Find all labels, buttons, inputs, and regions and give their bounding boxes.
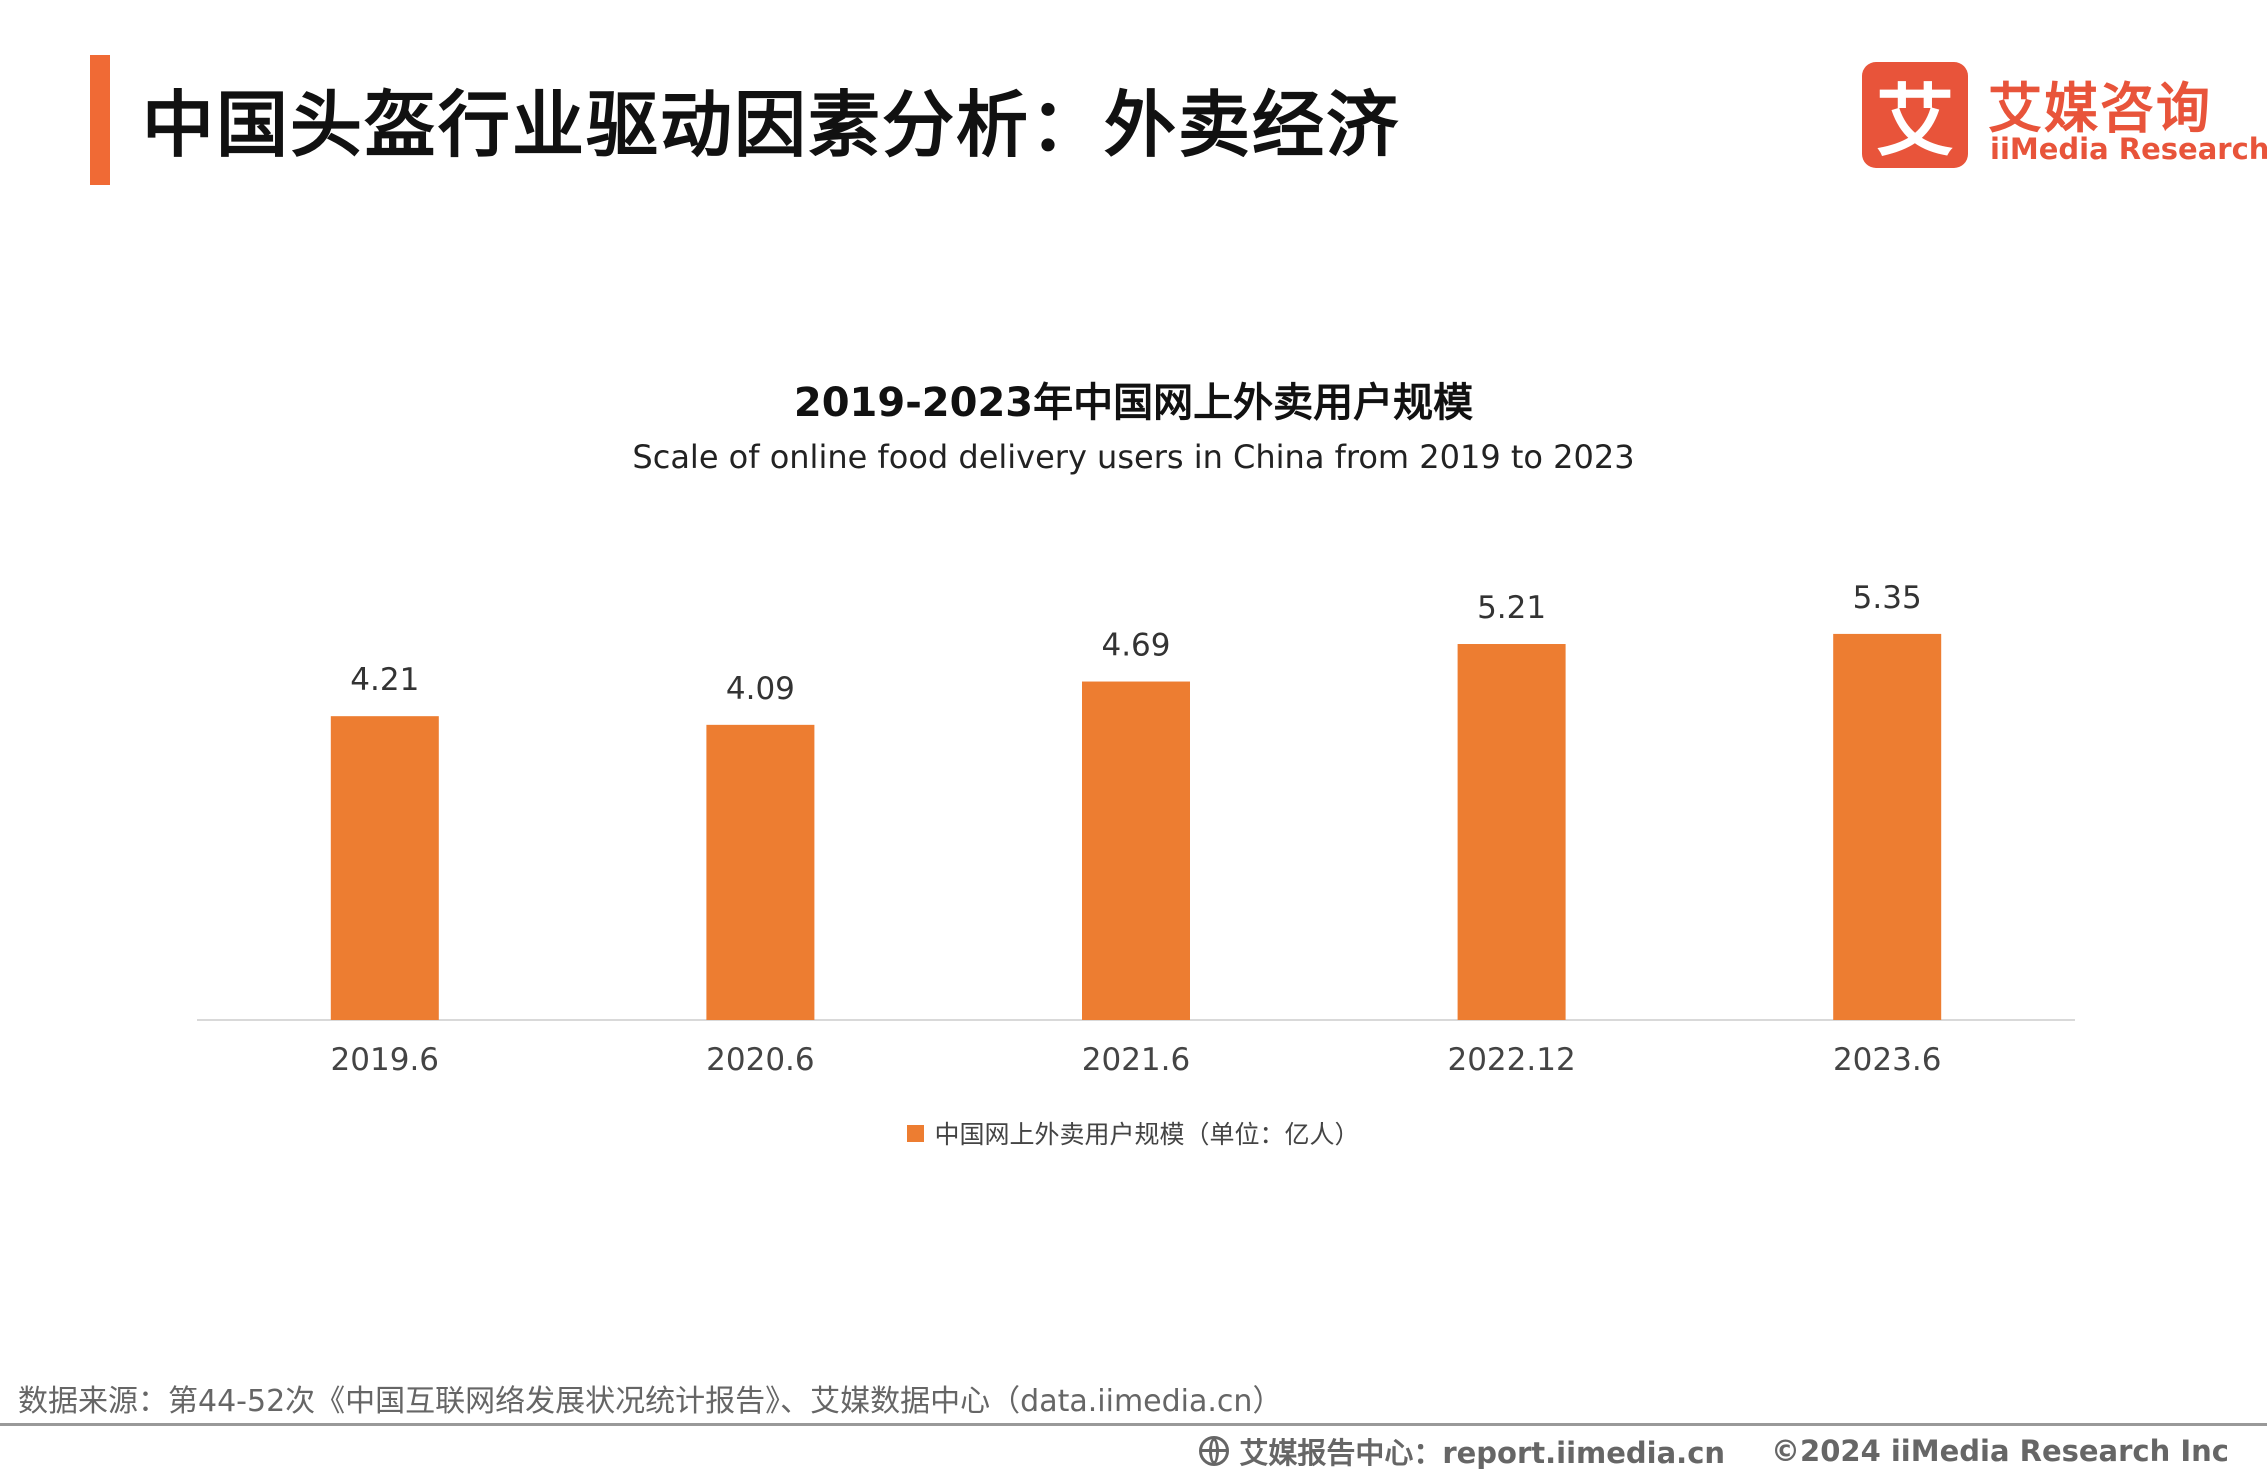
- data-label-2019.6: 4.21: [350, 662, 419, 698]
- x-tick-label-2022.12: 2022.12: [1447, 1042, 1575, 1078]
- bar-2019.6: [330, 716, 439, 1020]
- logo-name-en: iiMedia Research: [1990, 132, 2267, 166]
- logo-mark: 艾: [1862, 62, 1968, 168]
- bar-2020.6: [706, 724, 815, 1020]
- footer-report-center: 艾媒报告中心：report.iimedia.cn: [1239, 1436, 1726, 1470]
- page-title: 中国头盔行业驱动因素分析：外卖经济: [142, 83, 1401, 167]
- x-tick-label-2023.6: 2023.6: [1833, 1042, 1941, 1078]
- chart-legend: 中国网上外卖用户规模（单位：亿人）: [0, 1115, 2267, 1151]
- bar-2021.6: [1082, 681, 1190, 1020]
- chart-title: 2019-2023年中国网上外卖用户规模: [793, 380, 1474, 426]
- footer: 艾媒报告中心：report.iimedia.cn ©2024 iiMedia R…: [1199, 1430, 2229, 1472]
- chart-subtitle: Scale of online food delivery users in C…: [632, 438, 1635, 476]
- legend-label: 中国网上外卖用户规模（单位：亿人）: [934, 1120, 1360, 1149]
- data-label-2021.6: 4.69: [1101, 628, 1170, 664]
- x-tick-label-2020.6: 2020.6: [706, 1042, 814, 1078]
- bar-2022.12: [1457, 644, 1566, 1020]
- iimedia-logo: 艾 艾媒咨询 iiMedia Research: [1862, 62, 2267, 172]
- logo-name-cn: 艾媒咨询: [1988, 77, 2212, 140]
- bar-chart: 4.21 2019.6 4.09 2020.6 4.69 2021.6 5.21 2022.1…: [197, 580, 2075, 1078]
- title-accent-bar: [90, 55, 110, 185]
- data-label-2020.6: 4.09: [726, 671, 795, 707]
- x-tick-label-2019.6: 2019.6: [331, 1042, 439, 1078]
- globe-icon: [1199, 1436, 1230, 1466]
- bar-2023.6: [1833, 633, 1942, 1020]
- footer-divider: [0, 1423, 2267, 1426]
- data-label-2022.12: 5.21: [1477, 590, 1546, 626]
- data-label-2023.6: 5.35: [1853, 580, 1922, 616]
- source-note: 数据来源：第44-52次《中国互联网络发展状况统计报告》、艾媒数据中心（data…: [18, 1384, 1283, 1419]
- x-tick-label-2021.6: 2021.6: [1082, 1042, 1190, 1078]
- legend-swatch: [907, 1124, 925, 1142]
- footer-copyright: ©2024 iiMedia Research Inc: [1771, 1434, 2229, 1468]
